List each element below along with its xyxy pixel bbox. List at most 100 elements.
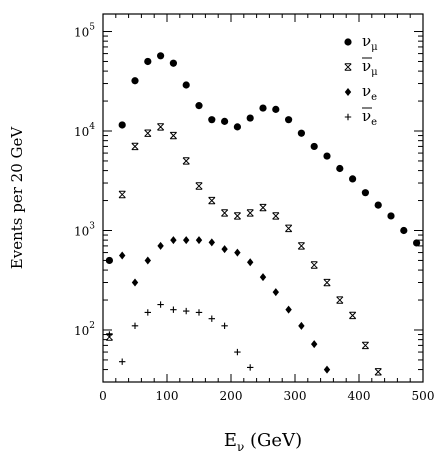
circle-marker xyxy=(361,189,369,197)
legend-entry: νe xyxy=(344,107,377,128)
y-tick-label: 104 xyxy=(74,122,95,139)
diamond-marker xyxy=(119,251,126,260)
circle-marker xyxy=(195,102,203,110)
circle-marker xyxy=(344,38,352,46)
diamond-marker xyxy=(344,88,352,96)
crossbox-marker xyxy=(297,242,305,250)
circle-marker xyxy=(387,212,395,220)
legend-entry: νe xyxy=(344,82,377,103)
circle-marker xyxy=(144,57,152,66)
crossbox-marker xyxy=(349,311,357,320)
circle-marker xyxy=(285,116,293,124)
circle-marker xyxy=(259,104,267,112)
diamond-marker xyxy=(183,236,190,245)
legend-entry: νμ xyxy=(344,32,378,53)
plus-marker xyxy=(144,309,151,316)
crossbox-marker xyxy=(169,131,177,140)
crossbox-marker xyxy=(336,296,344,304)
legend-entry: νμ xyxy=(344,57,378,78)
diamond-marker xyxy=(259,273,267,282)
circle-marker xyxy=(105,256,113,265)
diamond-marker xyxy=(221,245,228,254)
legend-label: νμ xyxy=(362,57,378,78)
crossbox-marker xyxy=(361,341,369,350)
diamond-marker xyxy=(323,365,331,374)
circle-marker xyxy=(118,121,126,129)
data-marks xyxy=(105,52,421,376)
crossbox-marker xyxy=(323,278,331,287)
x-tick-label: 200 xyxy=(220,389,243,403)
circle-marker xyxy=(246,114,254,122)
x-tick-label: 400 xyxy=(348,389,371,403)
diamond-marker xyxy=(298,321,305,330)
legend-label: νe xyxy=(362,107,377,128)
x-tick-label: 0 xyxy=(99,389,107,403)
plus-marker xyxy=(131,322,139,330)
crossbox-marker xyxy=(374,368,382,376)
circle-marker xyxy=(310,142,318,151)
circle-marker xyxy=(182,81,190,89)
diamond-marker xyxy=(131,278,139,287)
plus-marker xyxy=(170,306,177,313)
circle-marker xyxy=(374,201,382,209)
diamond-marker xyxy=(272,288,279,297)
x-axis-title: Eν (GeV) xyxy=(224,430,302,454)
plus-marker xyxy=(157,301,164,308)
crossbox-marker xyxy=(310,261,318,269)
y-tick-label: 105 xyxy=(74,23,95,40)
crossbox-marker xyxy=(208,196,216,205)
circle-marker xyxy=(157,52,165,60)
plus-marker xyxy=(183,307,190,315)
circle-marker xyxy=(272,105,280,113)
crossbox-marker xyxy=(272,212,280,220)
plus-marker xyxy=(208,315,215,322)
crossbox-marker xyxy=(144,129,152,137)
diamond-marker xyxy=(144,256,151,265)
y-tick-label: 103 xyxy=(74,221,95,238)
x-tick-label: 300 xyxy=(284,389,307,403)
crossbox-marker xyxy=(182,157,190,165)
crossbox-marker xyxy=(157,123,165,131)
series-1 xyxy=(105,123,382,376)
crossbox-marker xyxy=(344,63,352,71)
diamond-marker xyxy=(234,248,241,257)
circle-marker xyxy=(400,226,408,235)
diamond-marker xyxy=(285,305,292,314)
plus-marker xyxy=(344,113,352,121)
circle-marker xyxy=(208,116,216,124)
crossbox-marker xyxy=(285,224,293,233)
x-tick-label: 100 xyxy=(156,389,179,403)
crossbox-marker xyxy=(259,203,267,212)
series-2 xyxy=(119,236,331,374)
diamond-marker xyxy=(311,340,318,349)
plus-marker xyxy=(247,364,254,371)
circle-marker xyxy=(336,164,344,173)
crossbox-marker xyxy=(118,190,126,199)
legend-label: νμ xyxy=(362,32,378,53)
plus-marker xyxy=(234,348,241,356)
plus-marker xyxy=(106,331,113,338)
circle-marker xyxy=(323,152,331,160)
diamond-marker xyxy=(195,236,203,245)
circle-marker xyxy=(297,129,305,137)
circle-marker xyxy=(221,117,229,125)
axis-titles: Eν (GeV) Events per 20 GeV xyxy=(8,126,302,454)
crossbox-marker xyxy=(246,209,254,217)
series-3 xyxy=(106,301,254,371)
crossbox-marker xyxy=(233,212,241,220)
circle-marker xyxy=(131,77,139,85)
plus-marker xyxy=(119,358,126,365)
diamond-marker xyxy=(157,241,164,250)
circle-marker xyxy=(169,59,177,67)
circle-marker xyxy=(349,175,357,183)
y-axis-title: Events per 20 GeV xyxy=(8,126,26,270)
crossbox-marker xyxy=(221,209,229,217)
crossbox-marker xyxy=(131,142,139,151)
y-tick-label: 102 xyxy=(74,321,95,338)
circle-marker xyxy=(413,239,421,247)
x-tick-label: 500 xyxy=(412,389,435,403)
series-0 xyxy=(105,52,421,265)
axes: 0 100 200 300 400 500 102 103 104 105 xyxy=(74,13,435,403)
legend-label: νe xyxy=(362,82,377,103)
